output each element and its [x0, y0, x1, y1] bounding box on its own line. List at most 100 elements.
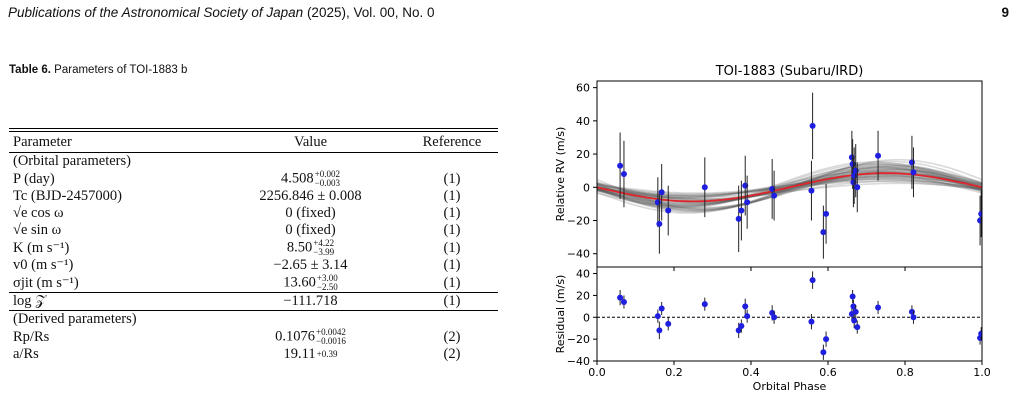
table-row: σjit (m s⁻¹) 13.60 +3.00 −2.50 (1): [9, 274, 498, 293]
model-curve: [597, 172, 982, 203]
residual-data-point: [823, 336, 830, 343]
value-uncertainty: +3.00 −2.50: [317, 274, 338, 292]
table-label: Table 6.: [9, 64, 51, 76]
rv-data-point: [908, 159, 915, 166]
residual-data-point: [744, 313, 751, 320]
xtick-label: 0.6: [819, 366, 837, 379]
residual-data-point: [908, 308, 915, 315]
residual-data-point: [850, 303, 857, 310]
residual-data-point: [654, 313, 661, 320]
residual-data-point: [875, 304, 882, 311]
value-upper-error: +0.0042: [316, 327, 346, 337]
param-name: (Derived parameters): [9, 310, 215, 328]
rv-ytick-label: 40: [576, 115, 590, 128]
residual-data-point: [738, 323, 745, 330]
value-upper-error: +0.002: [314, 169, 340, 179]
rv-ytick-label: 60: [576, 82, 590, 95]
param-name: Tc (BJD-2457000): [13, 188, 122, 204]
table-row: (Derived parameters): [9, 310, 498, 328]
rv-data-point: [849, 161, 856, 168]
rv-data-point: [820, 229, 827, 236]
rv-data-point: [654, 199, 661, 206]
table-row: √e cos ω 0 (fixed) (1): [9, 205, 498, 222]
rv-ytick-label: −40: [567, 248, 590, 261]
rv-data-point: [854, 184, 861, 191]
param-reference: (1): [443, 222, 461, 238]
param-reference: (1): [443, 239, 461, 256]
value-main: 0.1076: [275, 328, 316, 345]
residual-data-point: [656, 327, 663, 334]
value-main: 2256.846 ± 0.008: [259, 188, 362, 204]
xtick-label: 0.0: [588, 366, 606, 379]
journal-details: (2025), Vol. 00, No. 0: [306, 5, 435, 20]
value-main: 8.50: [286, 239, 313, 256]
residual-data-point: [658, 305, 665, 312]
param-name: σjit (m s⁻¹): [13, 274, 79, 291]
rv-ytick-label: −20: [567, 215, 590, 228]
rv-data-point: [738, 207, 745, 214]
rv-data-point: [735, 215, 742, 222]
rv-data-point: [809, 122, 816, 129]
value-main: 0 (fixed): [285, 222, 336, 238]
col-header-value: Value: [215, 131, 406, 153]
table-header-row: Parameter Value Reference: [9, 131, 498, 153]
param-value: [215, 310, 406, 328]
rv-data-point: [823, 210, 830, 217]
value-lower-error: −2.50: [316, 282, 338, 292]
value-upper-error: +0.39: [316, 349, 338, 360]
residual-ytick-label: 0: [583, 311, 590, 324]
param-reference: [406, 310, 498, 328]
table-caption-text: Parameters of TOI-1883 b: [54, 64, 188, 76]
rv-data-point: [744, 199, 751, 206]
col-header-parameter: Parameter: [9, 131, 215, 153]
residual-data-point: [849, 293, 856, 300]
param-reference: (1): [443, 188, 461, 204]
table-row: Tc (BJD-2457000) 2256.846 ± 0.008 (1): [9, 188, 498, 205]
param-value: 13.60 +3.00 −2.50: [215, 274, 406, 293]
rv-data-point: [910, 169, 917, 176]
residual-data-point: [742, 303, 749, 310]
residual-data-point: [620, 298, 627, 305]
param-reference: (1): [443, 170, 461, 187]
residual-data-point: [852, 308, 859, 315]
xtick-label: 1.0: [973, 366, 991, 379]
table-row: v0 (m s⁻¹) −2.65 ± 3.14 (1): [9, 257, 498, 274]
rv-plot-area: [597, 92, 982, 259]
param-name: a/Rs: [13, 346, 39, 362]
param-reference: (1): [443, 257, 461, 273]
journal-header: Publications of the Astronomical Society…: [8, 5, 435, 20]
value-uncertainty: +4.22 −3.99: [313, 239, 334, 257]
table-row: Rp/Rs 0.1076 +0.0042 −0.0016 (2): [9, 328, 498, 346]
residual-ylabel: Residual (m/s): [554, 275, 567, 354]
param-reference: (2): [443, 346, 461, 362]
residual-data-point: [701, 301, 708, 308]
param-value: 0 (fixed): [215, 205, 406, 222]
residual-data-point: [665, 320, 672, 327]
residual-data-point: [910, 314, 917, 321]
residual-data-point: [851, 317, 858, 324]
residual-panel: −40 −20 0 20 40 Residual (m/s) 0.0 0.2 0.4 0.6 0.8…: [554, 266, 991, 379]
residual-data-point: [771, 314, 778, 321]
table-body: (Orbital parameters) P (day) 4.508 +0.002 −0…: [9, 153, 498, 364]
param-value: 8.50 +4.22 −3.99: [215, 239, 406, 257]
xtick-label: 0.2: [665, 366, 683, 379]
rv-data-point: [978, 210, 982, 217]
rv-data-point: [656, 220, 663, 227]
param-name: √e sin ω: [13, 222, 62, 238]
rv-data-point: [875, 152, 882, 159]
table-row: P (day) 4.508 +0.002 −0.003 (1): [9, 170, 498, 188]
residual-data-point: [820, 349, 827, 356]
value-uncertainty: +0.0042 −0.0016: [316, 328, 346, 346]
param-reference: (1): [443, 205, 461, 221]
table-row: √e sin ω 0 (fixed) (1): [9, 222, 498, 239]
param-value: 4.508 +0.002 −0.003: [215, 170, 406, 188]
param-value: −2.65 ± 3.14: [215, 257, 406, 274]
residual-plot-area: [597, 271, 982, 360]
table-top-rule: [9, 128, 498, 132]
rv-data-point: [665, 207, 672, 214]
param-name: (Orbital parameters): [13, 153, 131, 169]
value-main: 13.60: [283, 274, 316, 291]
chart-root: TOI-1883 (Subaru/IRD) −40 −20 0 20 40 60 Relati…: [554, 64, 991, 393]
page-number: 9: [1001, 5, 1009, 20]
value-lower-error: −0.003: [314, 178, 340, 188]
